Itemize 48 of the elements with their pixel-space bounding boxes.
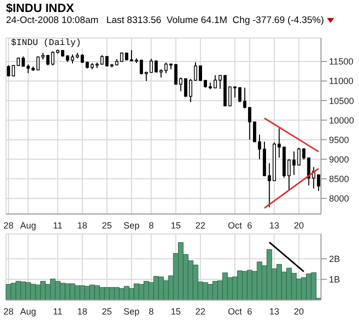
x-tick-label: 13 (269, 306, 280, 316)
y-tick-label: 11500 (329, 56, 354, 67)
x-tick-label: Oct (228, 306, 242, 316)
candlestick (198, 65, 202, 82)
x-tick-label: Sep (124, 306, 140, 316)
x-tick-label: 18 (77, 306, 88, 316)
x-tick-label: 15 (170, 306, 181, 316)
x-tick-label: 11 (53, 306, 62, 316)
y-tick-label: 10000 (329, 115, 354, 126)
y-tick-label: 9000 (329, 154, 350, 164)
y-tick-label: 8000 (329, 194, 350, 204)
y-tick-label: 10500 (329, 96, 354, 106)
candlestick (36, 56, 40, 71)
candlestick (164, 62, 168, 74)
y-tick-label: 2B (329, 254, 340, 264)
x-tick-label: 20 (294, 220, 304, 230)
candlestick (258, 134, 262, 160)
x-tick-label: 22 (195, 306, 206, 316)
x-tick-label: 13 (269, 220, 280, 230)
annotation: $INDU (Daily) (9, 38, 84, 48)
x-tick-label: Sep (124, 220, 140, 230)
x-tick-label: 15 (170, 220, 181, 230)
x-tick-label: 28 (3, 220, 14, 230)
y-tick-label: 11000 (329, 76, 354, 86)
candlestick (292, 150, 296, 176)
chart-title: $INDU INDX (6, 1, 74, 15)
x-tick-label: Aug (20, 306, 36, 316)
x-tick-label: 20 (294, 306, 304, 316)
x-tick-label: 25 (102, 220, 112, 230)
y-tick-label: 1B (329, 274, 340, 285)
candlestick (6, 64, 10, 77)
y-tick-label: 8500 (329, 174, 350, 184)
x-tick-label: 8 (148, 306, 154, 316)
x-tick-label: 6 (247, 220, 252, 230)
x-tick-label: Oct (228, 220, 242, 230)
x-tick-label: 28 (3, 306, 14, 316)
y-tick-label: 9500 (329, 134, 350, 145)
candlestick (194, 62, 198, 82)
x-tick-label: 8 (148, 220, 154, 230)
x-tick-label: 11 (53, 220, 62, 230)
x-tick-label: 18 (77, 220, 88, 230)
x-tick-label: 22 (195, 220, 206, 230)
candlestick (228, 86, 232, 107)
x-tick-label: 25 (102, 306, 112, 316)
x-tick-label: 6 (247, 306, 252, 316)
candlestick (287, 158, 291, 192)
chart-subtitle: 24-Oct-2008 10:08am Last 8313.56 Volume 64.1M Chg -377.69 (-4.35%) (6, 15, 324, 26)
x-tick-label: Aug (20, 220, 36, 230)
